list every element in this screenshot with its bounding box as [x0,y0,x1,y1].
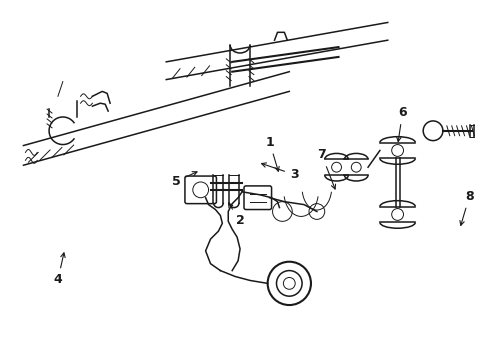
Text: 7: 7 [317,148,335,189]
Text: 3: 3 [261,163,298,181]
Text: 2: 2 [228,203,244,227]
Text: 8: 8 [459,190,473,225]
Text: 1: 1 [264,136,279,171]
Text: 6: 6 [396,106,406,141]
Text: 4: 4 [54,253,65,286]
Text: 5: 5 [171,172,197,188]
